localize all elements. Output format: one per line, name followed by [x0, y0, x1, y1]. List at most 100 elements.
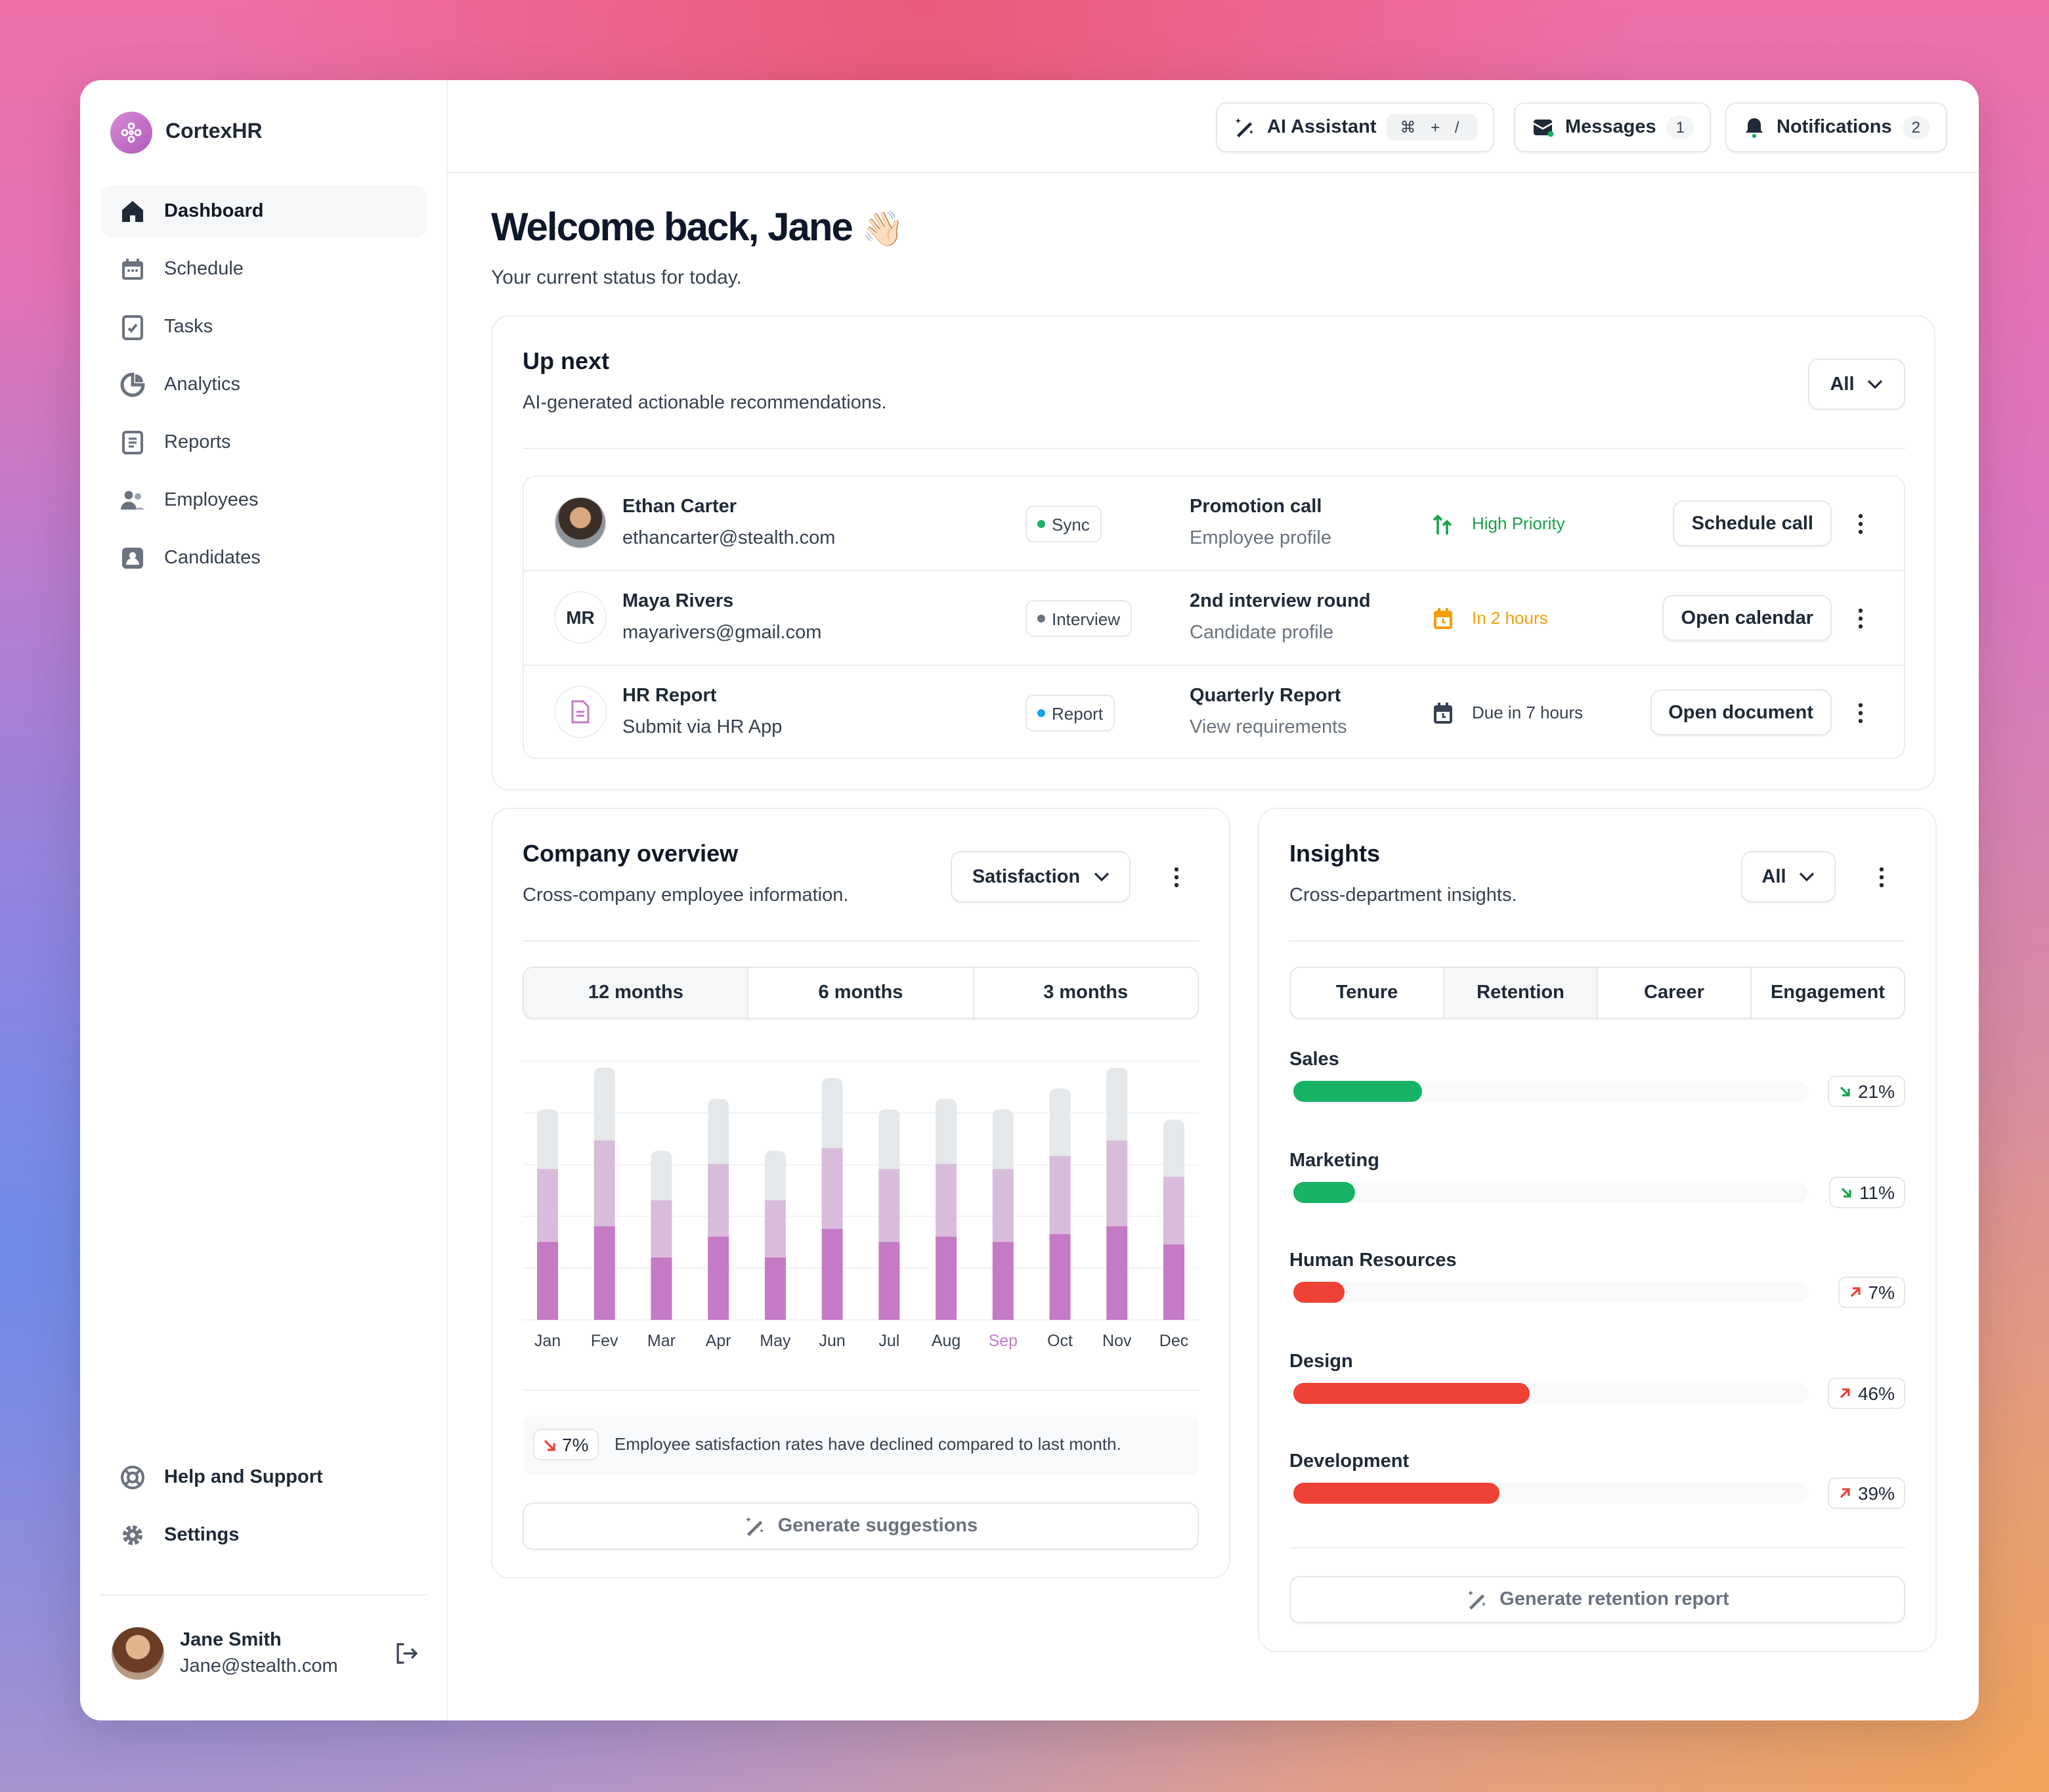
up-next-subtitle: AI-generated actionable recommendations.: [523, 393, 887, 414]
insights-tab-tenure[interactable]: Tenure: [1291, 968, 1444, 1018]
more-options-icon[interactable]: [1858, 514, 1863, 535]
more-options-icon[interactable]: [1879, 867, 1884, 888]
bar-dec-segment-3[interactable]: [1163, 1120, 1184, 1185]
sidebar-item-analytics[interactable]: Analytics: [101, 359, 427, 411]
messages-button[interactable]: Messages 1: [1514, 102, 1712, 152]
sidebar-nav: Dashboard Schedule Tasks Analytics Reports Em…: [101, 185, 427, 590]
range-tab[interactable]: 12 months: [524, 968, 749, 1018]
sidebar-item-candidates[interactable]: Candidates: [101, 532, 427, 584]
bar-sep-segment-2[interactable]: [992, 1169, 1014, 1242]
sidebar-item-reports[interactable]: Reports: [101, 416, 427, 469]
change-badge: 39%: [1827, 1477, 1905, 1509]
sidebar-item-employees[interactable]: Employees: [101, 474, 427, 527]
bar-nov-segment-1[interactable]: [1106, 1226, 1128, 1320]
bar-jun-segment-1[interactable]: [821, 1229, 843, 1320]
bar-apr-segment-2[interactable]: [708, 1164, 729, 1237]
bar-oct-segment-1[interactable]: [1049, 1234, 1071, 1320]
app-logo[interactable]: CortexHR: [110, 112, 263, 154]
range-tab[interactable]: 6 months: [749, 968, 974, 1018]
avatar[interactable]: [112, 1627, 164, 1680]
arrows-up-icon: [1433, 514, 1452, 535]
sidebar-item-label: Dashboard: [164, 201, 264, 222]
task-link[interactable]: Employee profile: [1190, 528, 1331, 549]
bar-aug-segment-1[interactable]: [936, 1236, 957, 1320]
department-row: Development 39%: [1289, 1451, 1905, 1530]
bar-jun-segment-3[interactable]: [821, 1078, 843, 1156]
bar-dec-segment-1[interactable]: [1163, 1244, 1184, 1320]
bar-aug-segment-3[interactable]: [936, 1099, 957, 1172]
insights-tab-career[interactable]: Career: [1598, 968, 1752, 1018]
sidebar-item-dashboard[interactable]: Dashboard: [101, 185, 427, 238]
more-options-icon[interactable]: [1858, 608, 1863, 629]
type-badge: Interview: [1025, 600, 1132, 637]
bar-jun-segment-2[interactable]: [821, 1148, 843, 1229]
bar-jul-segment-1[interactable]: [878, 1242, 900, 1320]
bar-sep-segment-3[interactable]: [992, 1109, 1014, 1177]
range-tab[interactable]: 3 months: [1043, 982, 1129, 1003]
bar-mar-segment-2[interactable]: [651, 1200, 672, 1257]
up-next-row: HR Report Submit via HR App Report Quart…: [524, 666, 1904, 760]
bar-fev-segment-3[interactable]: [593, 1067, 615, 1148]
ai-assistant-button[interactable]: AI Assistant ⌘ + /: [1216, 102, 1495, 152]
bar-jul-segment-2[interactable]: [878, 1169, 900, 1242]
more-options-icon[interactable]: [1858, 703, 1863, 724]
task-link[interactable]: View requirements: [1190, 717, 1347, 738]
bar-fev-segment-2[interactable]: [593, 1140, 615, 1227]
progress-fill: [1293, 1181, 1356, 1202]
row-action-button[interactable]: Schedule call: [1673, 500, 1832, 546]
sidebar-item-tasks[interactable]: Tasks: [101, 301, 427, 353]
bell-icon: [1746, 118, 1763, 139]
progress-fill: [1293, 1483, 1499, 1504]
magic-wand-icon: [1236, 118, 1253, 138]
bar-jul-segment-3[interactable]: [878, 1109, 900, 1177]
row-action-button[interactable]: Open calendar: [1662, 595, 1832, 641]
bar-may-segment-3[interactable]: [764, 1150, 786, 1208]
task-link[interactable]: Candidate profile: [1190, 623, 1334, 644]
user-email: Jane@stealth.com: [180, 1656, 338, 1677]
bar-mar-segment-3[interactable]: [651, 1150, 672, 1208]
sidebar-item-label: Help and Support: [164, 1467, 323, 1488]
bar-jan-segment-1[interactable]: [537, 1242, 558, 1320]
insights-tab-retention[interactable]: Retention: [1444, 968, 1598, 1018]
bar-apr-segment-1[interactable]: [708, 1236, 729, 1320]
sidebar-item-schedule[interactable]: Schedule: [101, 243, 427, 295]
bar-jan-segment-2[interactable]: [537, 1169, 558, 1242]
insights-filter-dropdown[interactable]: All: [1741, 851, 1836, 902]
bar-sep-segment-1[interactable]: [992, 1242, 1014, 1320]
bar-oct-segment-3[interactable]: [1049, 1088, 1071, 1164]
divider: [523, 940, 1199, 942]
divider: [1289, 1547, 1905, 1548]
notifications-button[interactable]: Notifications 2: [1725, 102, 1947, 152]
sidebar-item-help-and-support[interactable]: Help and Support: [101, 1451, 427, 1504]
up-next-filter-dropdown[interactable]: All: [1808, 359, 1905, 410]
calendar-clock-icon: [1434, 608, 1452, 629]
avatar-initials[interactable]: MR: [554, 591, 607, 644]
sidebar-item-settings[interactable]: Settings: [101, 1509, 427, 1562]
generate-retention-report-button[interactable]: Generate retention report: [1289, 1576, 1905, 1623]
more-options-icon[interactable]: [1174, 867, 1179, 888]
app-name: CortexHR: [165, 121, 263, 143]
file-icon: [571, 700, 590, 724]
progress-fill: [1293, 1382, 1530, 1403]
bar-nov-segment-2[interactable]: [1106, 1140, 1128, 1227]
divider: [523, 1389, 1199, 1391]
bar-fev-segment-1[interactable]: [593, 1226, 615, 1320]
bar-nov-segment-3[interactable]: [1106, 1067, 1128, 1148]
bar-oct-segment-2[interactable]: [1049, 1156, 1071, 1235]
row-action-button[interactable]: Open document: [1650, 689, 1832, 735]
bar-aug-segment-2[interactable]: [936, 1164, 957, 1237]
avatar[interactable]: [554, 496, 607, 549]
bar-jan-segment-3[interactable]: [537, 1109, 558, 1177]
bar-apr-segment-3[interactable]: [708, 1099, 729, 1172]
bar-dec-segment-2[interactable]: [1163, 1177, 1184, 1245]
bar-mar-segment-1[interactable]: [651, 1257, 672, 1320]
bar-may-segment-1[interactable]: [764, 1257, 786, 1320]
bar-may-segment-2[interactable]: [764, 1200, 786, 1257]
insights-tab-engagement[interactable]: Engagement: [1770, 982, 1885, 1003]
progress-track: [1293, 1181, 1808, 1202]
generate-suggestions-button[interactable]: Generate suggestions: [523, 1502, 1199, 1550]
row-name: HR Report: [622, 686, 717, 707]
metric-dropdown[interactable]: Satisfaction: [951, 851, 1131, 902]
logout-icon[interactable]: [393, 1640, 419, 1667]
progress-fill: [1293, 1282, 1345, 1303]
